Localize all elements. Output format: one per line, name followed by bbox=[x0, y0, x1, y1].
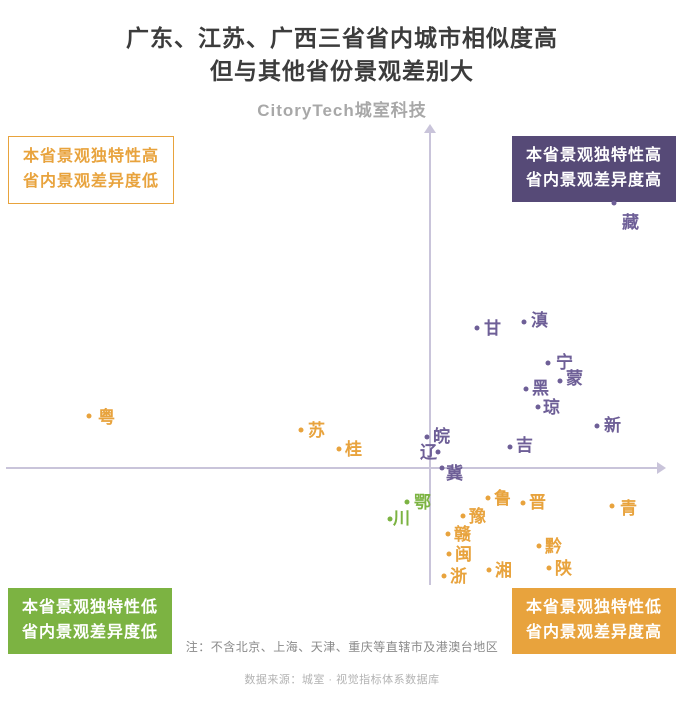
data-point-辽 bbox=[435, 449, 441, 455]
data-point-滇 bbox=[521, 319, 527, 325]
data-point-label-藏: 藏 bbox=[622, 213, 639, 232]
data-point-label-宁: 宁 bbox=[556, 353, 573, 372]
quadrant-label-line: 本省景观独特性高 bbox=[525, 147, 662, 164]
data-point-鲁 bbox=[485, 495, 491, 501]
data-point-label-蒙: 蒙 bbox=[566, 369, 583, 388]
quadrant-label-line: 本省景观独特性低 bbox=[525, 599, 662, 616]
quadrant-label-top-right: 本省景观独特性高 省内景观差异度高 bbox=[511, 136, 676, 202]
data-point-label-豫: 豫 bbox=[469, 507, 486, 526]
x-axis bbox=[6, 467, 658, 469]
data-point-label-陕: 陕 bbox=[555, 559, 572, 578]
quadrant-label-line: 本省景观独特性低 bbox=[22, 599, 159, 616]
data-point-label-闽: 闽 bbox=[455, 545, 472, 564]
data-point-黔 bbox=[536, 543, 542, 549]
data-point-label-桂: 桂 bbox=[345, 440, 362, 459]
data-point-label-川: 川 bbox=[393, 509, 410, 528]
data-point-label-晋: 晋 bbox=[529, 493, 546, 512]
data-point-label-黑: 黑 bbox=[532, 379, 549, 398]
x-axis-arrow-icon bbox=[657, 462, 666, 474]
data-point-陕 bbox=[546, 565, 552, 571]
data-point-晋 bbox=[520, 500, 526, 506]
data-point-琼 bbox=[535, 404, 541, 410]
data-point-label-粤: 粤 bbox=[98, 408, 115, 427]
data-point-label-甘: 甘 bbox=[484, 319, 501, 338]
data-point-label-湘: 湘 bbox=[495, 561, 512, 580]
data-point-蒙 bbox=[557, 378, 563, 384]
brand-logo-text: CitoryTech城室科技 bbox=[257, 101, 427, 120]
data-point-豫 bbox=[460, 513, 466, 519]
quadrant-label-line: 省内景观差异度高 bbox=[525, 171, 662, 189]
data-point-甘 bbox=[474, 325, 480, 331]
data-point-label-赣: 赣 bbox=[454, 525, 471, 544]
data-point-粤 bbox=[86, 413, 92, 419]
data-point-新 bbox=[594, 423, 600, 429]
data-point-label-辽: 辽 bbox=[420, 443, 437, 462]
brand-logo: CitoryTech城室科技 bbox=[0, 96, 684, 121]
data-point-label-鄂: 鄂 bbox=[414, 493, 431, 512]
data-point-label-琼: 琼 bbox=[543, 398, 560, 417]
footnote: 注：不含北京、上海、天津、重庆等直辖市及港澳台地区 bbox=[185, 640, 499, 654]
data-source: 数据来源：城室 · 视觉指标体系数据库 bbox=[244, 674, 440, 686]
chart-title: 广东、江苏、广西三省省内城市相似度高 但与其他省份景观差别大 bbox=[0, 22, 684, 89]
data-point-浙 bbox=[441, 573, 447, 579]
data-point-label-新: 新 bbox=[604, 416, 621, 435]
quadrant-label-line: 省内景观差异度低 bbox=[23, 172, 160, 190]
chart-title-line2: 但与其他省份景观差别大 bbox=[210, 58, 474, 85]
data-point-冀 bbox=[439, 465, 445, 471]
quadrant-label-bottom-left: 本省景观独特性低 省内景观差异度低 bbox=[8, 588, 173, 654]
data-point-皖 bbox=[424, 434, 430, 440]
data-point-label-吉: 吉 bbox=[516, 436, 533, 455]
data-point-苏 bbox=[298, 427, 304, 433]
quadrant-label-line: 省内景观差异度高 bbox=[525, 623, 662, 641]
data-point-藏 bbox=[611, 200, 617, 206]
quadrant-label-bottom-right: 本省景观独特性低 省内景观差异度高 bbox=[511, 588, 676, 654]
data-point-label-冀: 冀 bbox=[446, 464, 463, 483]
data-point-宁 bbox=[545, 360, 551, 366]
data-point-label-滇: 滇 bbox=[531, 311, 548, 330]
data-point-湘 bbox=[486, 567, 492, 573]
data-point-吉 bbox=[507, 444, 513, 450]
data-point-label-青: 青 bbox=[620, 499, 637, 518]
data-point-黑 bbox=[523, 386, 529, 392]
data-point-桂 bbox=[336, 446, 342, 452]
quadrant-label-line: 省内景观差异度低 bbox=[22, 623, 159, 641]
data-point-label-黔: 黔 bbox=[545, 537, 562, 556]
data-point-label-浙: 浙 bbox=[450, 567, 467, 586]
data-point-青 bbox=[609, 503, 615, 509]
quadrant-label-top-left: 本省景观独特性高 省内景观差异度低 bbox=[8, 136, 175, 204]
data-point-label-鲁: 鲁 bbox=[494, 489, 511, 508]
data-point-label-皖: 皖 bbox=[433, 427, 450, 446]
data-point-川 bbox=[387, 516, 393, 522]
data-point-鄂 bbox=[404, 499, 410, 505]
chart-title-line1: 广东、江苏、广西三省省内城市相似度高 bbox=[126, 25, 558, 51]
y-axis bbox=[429, 133, 431, 585]
data-point-label-苏: 苏 bbox=[308, 421, 325, 440]
data-point-闽 bbox=[446, 551, 452, 557]
data-point-赣 bbox=[445, 531, 451, 537]
y-axis-arrow-icon bbox=[424, 124, 436, 133]
quadrant-label-line: 本省景观独特性高 bbox=[23, 148, 160, 165]
